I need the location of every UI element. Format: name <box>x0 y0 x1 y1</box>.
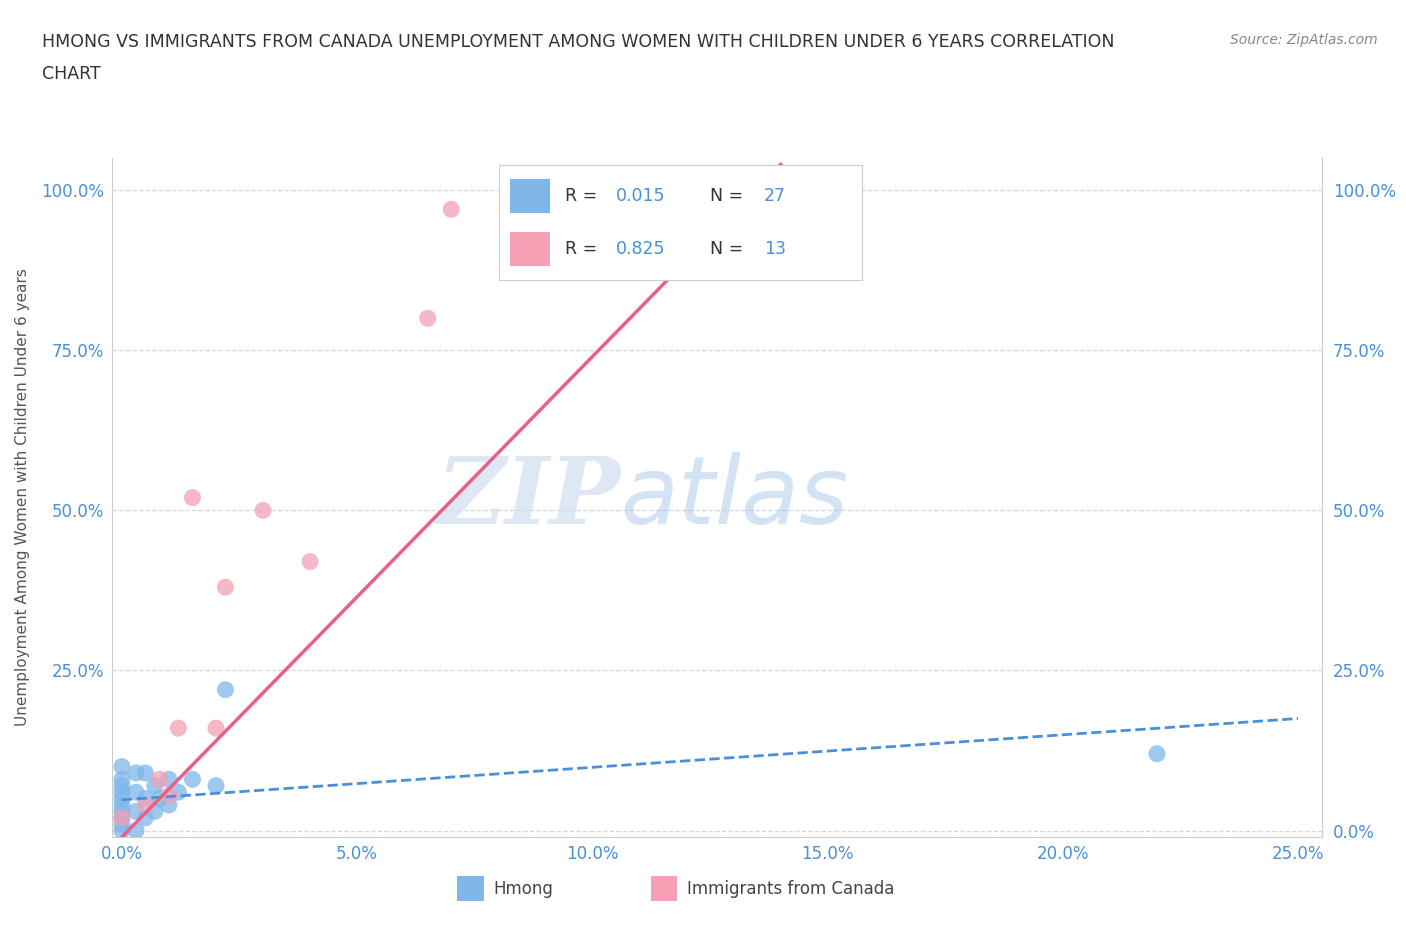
Point <box>143 778 166 793</box>
Point <box>181 772 204 787</box>
Point <box>157 798 180 813</box>
Point <box>167 785 190 800</box>
Point <box>125 823 148 838</box>
Point <box>134 798 156 813</box>
Point <box>205 778 228 793</box>
Text: Source: ZipAtlas.com: Source: ZipAtlas.com <box>1230 33 1378 46</box>
Text: Immigrants from Canada: Immigrants from Canada <box>686 880 894 897</box>
Point <box>111 810 134 825</box>
Point <box>214 579 236 594</box>
Point <box>148 772 170 787</box>
Point <box>111 791 134 806</box>
Text: HMONG VS IMMIGRANTS FROM CANADA UNEMPLOYMENT AMONG WOMEN WITH CHILDREN UNDER 6 Y: HMONG VS IMMIGRANTS FROM CANADA UNEMPLOY… <box>42 33 1115 50</box>
Point <box>111 778 134 793</box>
Point <box>111 804 134 818</box>
Text: CHART: CHART <box>42 65 101 83</box>
Point <box>111 810 134 825</box>
Point <box>148 791 170 806</box>
Point <box>157 788 180 803</box>
Point <box>167 721 190 736</box>
Point <box>675 202 697 217</box>
Y-axis label: Unemployment Among Women with Children Under 6 years: Unemployment Among Women with Children U… <box>15 269 30 726</box>
FancyBboxPatch shape <box>457 876 484 901</box>
Point <box>111 785 134 800</box>
Point <box>440 202 463 217</box>
Point <box>143 804 166 818</box>
Point <box>125 804 148 818</box>
Point <box>181 490 204 505</box>
Point <box>157 772 180 787</box>
Point <box>214 683 236 698</box>
Point <box>299 554 322 569</box>
Text: atlas: atlas <box>620 452 849 543</box>
Point <box>134 791 156 806</box>
Point <box>125 785 148 800</box>
Point <box>125 765 148 780</box>
Text: Hmong: Hmong <box>494 880 553 897</box>
Point <box>134 810 156 825</box>
Text: ZIP: ZIP <box>436 453 620 542</box>
Point <box>205 721 228 736</box>
Point <box>252 503 274 518</box>
FancyBboxPatch shape <box>651 876 678 901</box>
Point <box>111 817 134 831</box>
Point <box>111 823 134 838</box>
Point <box>1146 746 1168 761</box>
Point <box>416 311 439 325</box>
Point <box>111 759 134 774</box>
Point <box>134 765 156 780</box>
Point <box>111 798 134 813</box>
Point <box>111 772 134 787</box>
